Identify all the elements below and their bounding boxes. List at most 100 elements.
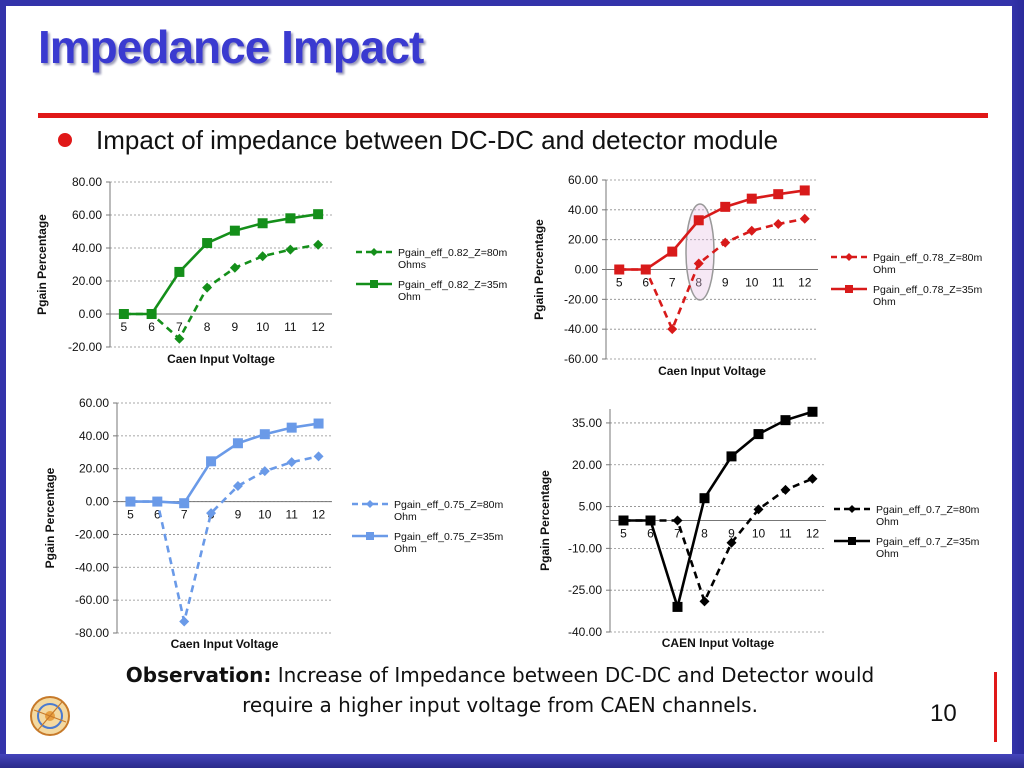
frame-bottom-border bbox=[0, 754, 1024, 768]
series-80m-line bbox=[619, 217, 806, 333]
data-point-square bbox=[125, 496, 136, 507]
legend-marker bbox=[366, 500, 374, 508]
data-point-square bbox=[667, 246, 678, 257]
x-tick-label: 7 bbox=[181, 508, 188, 522]
x-tick-label: 10 bbox=[256, 320, 270, 334]
x-tick-label: 12 bbox=[806, 527, 820, 541]
x-tick-label: 7 bbox=[176, 320, 183, 334]
data-point-square bbox=[313, 209, 324, 220]
frame-right-border bbox=[1012, 0, 1024, 768]
chart-1: 80.00 60.00 40.00 20.00 0.00 -20.00 5 6 7 8 9 10 11 1… bbox=[35, 175, 508, 366]
y-tick-label: 35.00 bbox=[572, 416, 602, 430]
footer-divider bbox=[994, 672, 997, 742]
data-point-diamond bbox=[232, 480, 243, 491]
legend-label: Pgain_eff_0.75_Z=80m bbox=[394, 499, 504, 511]
data-point-square bbox=[780, 415, 791, 426]
bullet-text: Impact of impedance between DC-DC and de… bbox=[96, 124, 779, 155]
title-divider bbox=[38, 113, 988, 118]
y-tick-label: 20.00 bbox=[72, 274, 102, 288]
x-tick-label: 8 bbox=[701, 527, 708, 541]
y-tick-label: 0.00 bbox=[575, 263, 599, 277]
observation-body-2: require a higher input voltage from CAEN… bbox=[242, 693, 758, 717]
data-point-diamond bbox=[773, 219, 784, 230]
x-tick-label: 7 bbox=[674, 527, 681, 541]
x-tick-label: 12 bbox=[311, 320, 325, 334]
data-point-square bbox=[152, 496, 163, 507]
legend-label: Ohm bbox=[873, 296, 896, 308]
data-point-diamond bbox=[699, 596, 710, 607]
y-tick-label: 80.00 bbox=[72, 175, 102, 189]
series-80m-line bbox=[130, 455, 319, 622]
y-tick-label: -40.00 bbox=[75, 560, 109, 574]
x-tick-label: 5 bbox=[620, 527, 627, 541]
data-point-square bbox=[313, 418, 324, 429]
data-point-diamond bbox=[746, 225, 757, 236]
legend-label: Pgain_eff_0.7_Z=35m bbox=[876, 536, 980, 548]
x-tick-label: 6 bbox=[148, 320, 155, 334]
y-tick-label: -20.00 bbox=[75, 527, 109, 541]
data-point-square bbox=[202, 238, 213, 249]
legend-marker bbox=[848, 505, 856, 513]
data-point-square bbox=[699, 493, 710, 504]
data-point-square bbox=[179, 498, 190, 509]
series-80m-line bbox=[623, 477, 813, 605]
data-point-diamond bbox=[780, 484, 791, 495]
x-tick-label: 6 bbox=[647, 527, 654, 541]
y-tick-label: -40.00 bbox=[568, 625, 602, 639]
data-point-square bbox=[645, 515, 656, 526]
data-point-square bbox=[799, 185, 810, 196]
y-tick-label: 0.00 bbox=[86, 495, 110, 509]
data-point-diamond bbox=[720, 237, 731, 248]
observation-line-1: Observation: Increase of Impedance betwe… bbox=[80, 660, 920, 690]
data-point-diamond bbox=[174, 333, 185, 344]
y-tick-label: -60.00 bbox=[564, 352, 598, 366]
page-number: 10 bbox=[930, 700, 957, 727]
legend-label: Pgain_eff_0.7_Z=80m bbox=[876, 504, 980, 516]
y-tick-label: -20.00 bbox=[68, 340, 102, 354]
data-point-square bbox=[726, 451, 737, 462]
y-tick-label: -20.00 bbox=[564, 292, 598, 306]
data-point-square bbox=[118, 309, 129, 319]
data-point-square bbox=[720, 201, 731, 212]
x-tick-label: 10 bbox=[752, 527, 766, 541]
x-tick-label: 8 bbox=[695, 276, 702, 290]
legend-label: Ohm bbox=[398, 291, 421, 303]
data-point-square bbox=[257, 218, 268, 229]
data-point-diamond bbox=[229, 262, 240, 273]
y-axis-title: Pgain Percentage bbox=[538, 470, 552, 571]
x-tick-label: 9 bbox=[722, 276, 729, 290]
legend-marker bbox=[370, 248, 378, 256]
y-axis-title: Pgain Percentage bbox=[43, 467, 57, 568]
legend-label: Ohms bbox=[398, 259, 426, 271]
y-tick-label: -80.00 bbox=[75, 626, 109, 640]
data-point-square bbox=[618, 515, 629, 526]
x-tick-label: 8 bbox=[204, 320, 211, 334]
data-point-diamond bbox=[257, 251, 268, 262]
legend-label: Ohm bbox=[873, 264, 896, 276]
data-point-square bbox=[229, 225, 240, 236]
legend-label: Pgain_eff_0.82_Z=80m bbox=[398, 247, 508, 259]
legend-label: Ohm bbox=[394, 543, 417, 555]
y-tick-label: -40.00 bbox=[564, 322, 598, 336]
data-point-diamond bbox=[726, 537, 737, 548]
chart-4: 35.00 20.00 5.00 -10.00 -25.00 -40.00 5 6 7 8 9 10 1… bbox=[538, 406, 980, 650]
y-axis-title: Pgain Percentage bbox=[532, 219, 546, 320]
data-point-diamond bbox=[206, 508, 217, 519]
y-tick-label: -10.00 bbox=[568, 541, 602, 555]
frame-left-border bbox=[0, 0, 6, 768]
data-point-diamond bbox=[753, 504, 764, 515]
data-point-diamond bbox=[672, 515, 683, 526]
data-point-square bbox=[259, 429, 270, 440]
data-point-diamond bbox=[313, 451, 324, 462]
chart-3: 60.00 40.00 20.00 0.00 -20.00 -40.00 -60.00 -80… bbox=[43, 396, 504, 651]
x-axis-title: Caen Input Voltage bbox=[167, 352, 275, 366]
x-axis-title: Caen Input Voltage bbox=[658, 364, 766, 378]
data-point-diamond bbox=[202, 282, 213, 293]
data-point-square bbox=[614, 264, 625, 275]
data-point-square bbox=[146, 309, 157, 319]
data-point-square bbox=[807, 406, 818, 417]
legend-label: Pgain_eff_0.75_Z=35m bbox=[394, 531, 504, 543]
x-tick-label: 6 bbox=[642, 276, 649, 290]
data-point-square bbox=[206, 456, 217, 467]
legend-marker bbox=[845, 285, 853, 293]
